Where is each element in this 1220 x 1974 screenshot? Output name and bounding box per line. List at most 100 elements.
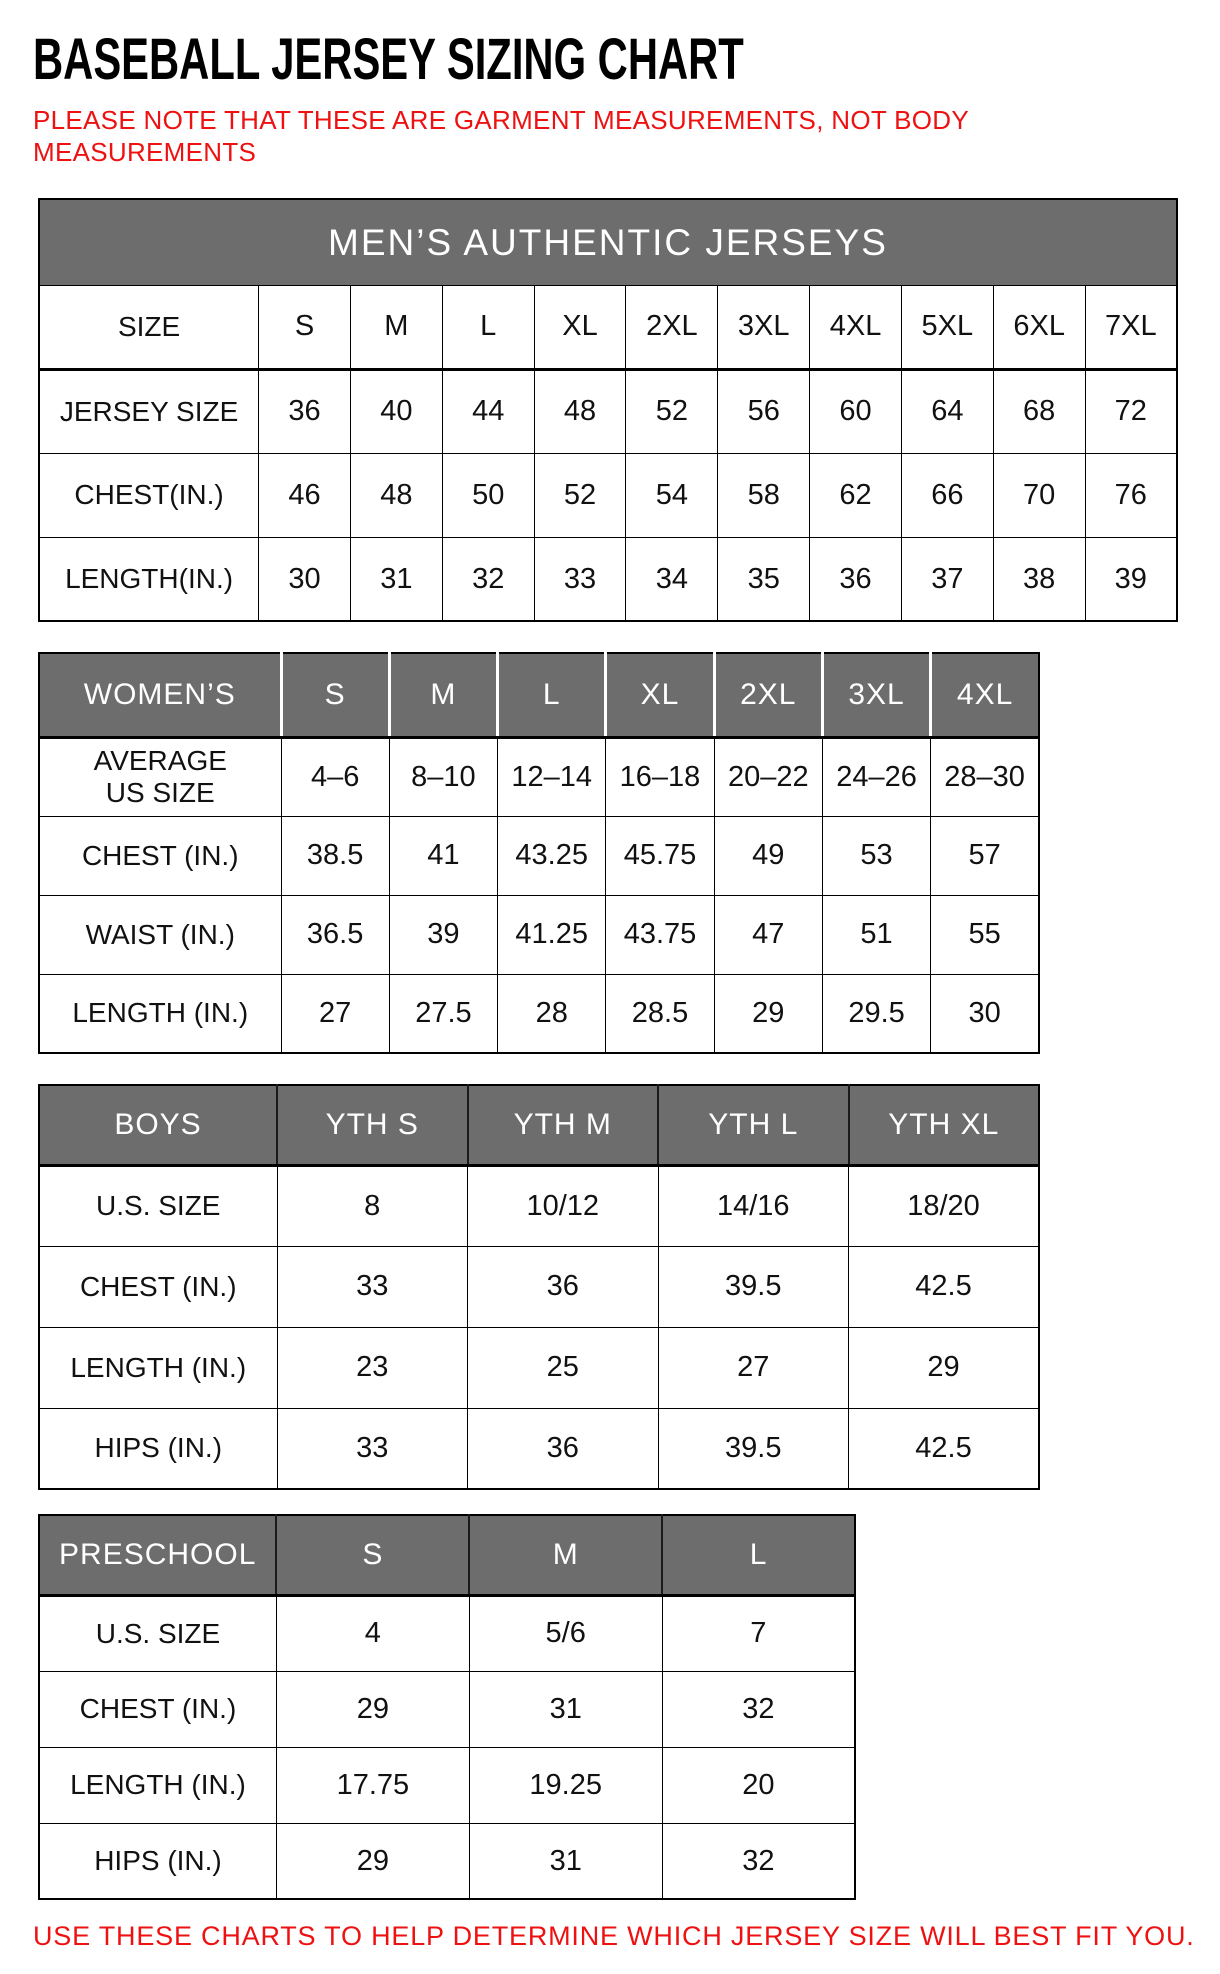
boys-cell: 33 [276,1245,468,1328]
boys-header-cell: YTH L [657,1084,849,1167]
women-row-label: WAIST (IN.) [38,894,282,975]
women-cell: 36.5 [280,894,390,975]
men-row-label: JERSEY SIZE [38,368,260,454]
preschool-cell: 31 [468,1822,663,1900]
boys-sizing-table: BOYS YTH S YTH M YTH L YTH XL U.S. SIZE 8 10/12… [38,1084,1040,1491]
women-row-label: CHEST (IN.) [38,815,282,896]
men-row-label: SIZE [38,284,260,371]
women-cell: 41 [388,815,499,896]
women-cell: 27 [280,973,390,1054]
men-cell: 38 [992,536,1086,622]
men-cell: 62 [809,452,902,538]
women-cell: 43.25 [497,815,607,896]
boys-row-label: CHEST (IN.) [38,1245,278,1328]
preschool-cell: 20 [661,1746,856,1824]
men-row-label: LENGTH(IN.) [38,536,260,622]
men-cell: 30 [258,536,351,622]
men-cell: 64 [900,368,994,454]
preschool-header-cell: S [275,1514,470,1597]
page-title: BASEBALL JERSEY SIZING CHART [33,27,744,92]
men-cell: L [441,284,535,371]
men-cell: 5XL [900,284,994,371]
men-cell: S [258,284,351,371]
men-cell: 34 [625,536,719,622]
men-cell: 36 [809,536,902,622]
boys-header-cell: YTH M [466,1084,659,1167]
boys-header-cell: YTH XL [847,1084,1040,1167]
boys-cell: 39.5 [657,1245,849,1328]
boys-header-label: BOYS [38,1084,278,1167]
women-header-cell: 4XL [929,652,1040,739]
men-cell: 35 [717,536,811,622]
preschool-cell: 7 [661,1594,856,1672]
men-cell: 52 [533,452,627,538]
women-cell: 29 [713,973,823,1054]
preschool-cell: 19.25 [468,1746,663,1824]
boys-cell: 39.5 [657,1407,849,1490]
boys-header-cell: YTH S [276,1084,468,1167]
men-cell: 40 [349,368,443,454]
preschool-cell: 29 [275,1822,470,1900]
men-cell: 33 [533,536,627,622]
boys-row-label: LENGTH (IN.) [38,1326,278,1409]
men-cell: 7XL [1084,284,1178,371]
boys-cell: 14/16 [657,1164,849,1247]
women-cell: 51 [821,894,932,975]
men-cell: 54 [625,452,719,538]
preschool-row-label: HIPS (IN.) [38,1822,277,1900]
men-cell: 39 [1084,536,1178,622]
boys-cell: 29 [848,1326,1040,1409]
preschool-cell: 32 [661,1822,856,1900]
boys-cell: 33 [276,1407,468,1490]
women-cell: 29.5 [821,973,932,1054]
men-cell: 58 [717,452,811,538]
men-cell: XL [533,284,627,371]
men-banner-title: MEN’S AUTHENTIC JERSEYS [39,199,1177,286]
women-cell: 12–14 [497,736,607,817]
preschool-header-cell: L [661,1514,856,1597]
women-cell: 41.25 [497,894,607,975]
preschool-cell: 17.75 [275,1746,470,1824]
women-cell: 28.5 [605,973,715,1054]
women-cell: 28 [497,973,607,1054]
preschool-cell: 31 [468,1670,663,1748]
women-cell: 4–6 [280,736,390,817]
boys-cell: 42.5 [848,1245,1040,1328]
women-cell: 55 [930,894,1040,975]
preschool-cell: 4 [275,1594,470,1672]
preschool-row-label: CHEST (IN.) [38,1670,277,1748]
boys-cell: 25 [467,1326,659,1409]
women-cell: 16–18 [605,736,715,817]
men-cell: M [349,284,443,371]
womens-sizing-table: WOMEN’S S M L XL 2XL 3XL 4XL AVERAGE US SIZE 4–6 8… [38,652,1040,1055]
boys-cell: 18/20 [848,1164,1040,1247]
women-cell: 57 [930,815,1040,896]
preschool-cell: 32 [661,1670,856,1748]
men-cell: 4XL [809,284,902,371]
preschool-cell: 5/6 [468,1594,663,1672]
men-cell: 68 [992,368,1086,454]
preschool-cell: 29 [275,1670,470,1748]
men-cell: 37 [900,536,994,622]
women-cell: 45.75 [605,815,715,896]
women-cell: 30 [930,973,1040,1054]
preschool-sizing-table: PRESCHOOL S M L U.S. SIZE 4 5/6 7 CHEST (IN.) 29 3… [38,1514,856,1901]
women-cell: 27.5 [388,973,499,1054]
women-cell: 39 [388,894,499,975]
men-cell: 6XL [992,284,1086,371]
preschool-header-label: PRESCHOOL [38,1514,277,1597]
men-cell: 44 [441,368,535,454]
boys-cell: 42.5 [848,1407,1040,1490]
women-cell: 8–10 [388,736,499,817]
men-cell: 52 [625,368,719,454]
women-header-cell: 2XL [712,652,823,739]
preschool-row-label: U.S. SIZE [38,1594,277,1672]
men-cell: 36 [258,368,351,454]
garment-measurement-note: PLEASE NOTE THAT THESE ARE GARMENT MEASU… [33,104,969,167]
men-cell: 31 [349,536,443,622]
women-cell: 38.5 [280,815,390,896]
boys-cell: 27 [657,1326,849,1409]
preschool-row-label: LENGTH (IN.) [38,1746,277,1824]
boys-cell: 23 [276,1326,468,1409]
women-cell: 49 [713,815,823,896]
